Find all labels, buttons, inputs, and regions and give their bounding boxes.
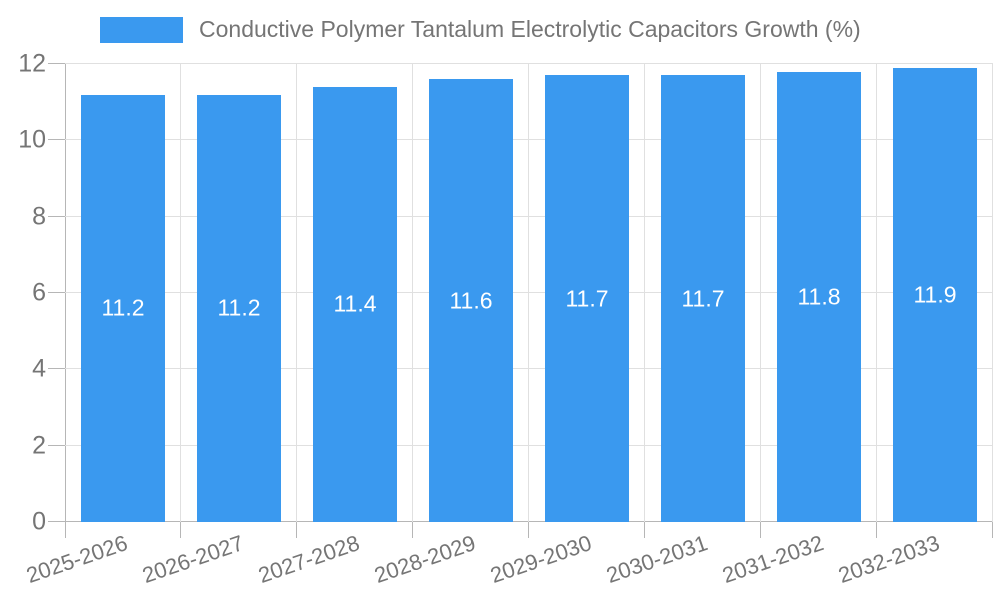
legend-swatch-icon bbox=[100, 17, 183, 43]
x-axis-baseline bbox=[65, 521, 993, 522]
x-axis-label: 2030-2031 bbox=[602, 530, 711, 589]
bar-value-label: 11.7 bbox=[565, 285, 609, 312]
x-tick-mark bbox=[180, 522, 181, 538]
y-tick-label: 12 bbox=[18, 49, 46, 78]
plot-area: 11.2 2025-2026 11.2 2026-2027 11.4 2027-2028 1… bbox=[23, 63, 993, 588]
x-axis-label: 2026-2027 bbox=[138, 530, 247, 589]
h-gridline bbox=[65, 444, 993, 446]
bar-2028-2029: 11.6 bbox=[429, 79, 513, 522]
legend: Conductive Polymer Tantalum Electrolytic… bbox=[100, 17, 861, 43]
y-tick-mark bbox=[48, 368, 65, 370]
x-axis-label: 2025-2026 bbox=[22, 530, 131, 589]
bar-value-label: 11.2 bbox=[217, 294, 261, 321]
bar-2030-2031: 11.7 bbox=[661, 75, 745, 522]
y-tick-mark bbox=[48, 292, 65, 293]
bar-2025-2026: 11.2 bbox=[81, 94, 165, 522]
v-gridline bbox=[644, 64, 645, 522]
y-tick-mark bbox=[48, 139, 65, 141]
h-gridline bbox=[65, 63, 993, 64]
v-gridline bbox=[876, 64, 877, 522]
h-gridline bbox=[65, 368, 993, 370]
v-gridline bbox=[760, 64, 761, 522]
y-tick-label: 10 bbox=[18, 125, 46, 154]
x-tick-mark bbox=[412, 522, 413, 538]
y-tick-mark bbox=[48, 521, 65, 522]
bar-value-label: 11.8 bbox=[797, 283, 841, 310]
y-tick-label: 0 bbox=[32, 507, 46, 536]
bar-2032-2033: 11.9 bbox=[893, 67, 977, 522]
h-gridline bbox=[65, 292, 993, 293]
y-tick-label: 2 bbox=[32, 431, 46, 460]
y-tick-mark bbox=[48, 215, 65, 217]
h-gridline bbox=[65, 139, 993, 141]
bar-value-label: 11.9 bbox=[913, 281, 957, 308]
x-axis-label: 2032-2033 bbox=[834, 530, 943, 589]
bar-2027-2028: 11.4 bbox=[313, 86, 397, 522]
bar-value-label: 11.7 bbox=[681, 285, 725, 312]
y-tick-label: 4 bbox=[32, 354, 46, 383]
y-axis-line bbox=[65, 64, 66, 538]
v-gridline bbox=[528, 64, 529, 522]
x-axis-label: 2028-2029 bbox=[370, 530, 479, 589]
v-gridline bbox=[992, 64, 993, 522]
bar-2029-2030: 11.7 bbox=[545, 75, 629, 522]
legend-label: Conductive Polymer Tantalum Electrolytic… bbox=[199, 16, 861, 43]
bar-value-label: 11.6 bbox=[449, 287, 493, 314]
x-axis-label: 2029-2030 bbox=[486, 530, 595, 589]
y-tick-mark bbox=[48, 63, 65, 64]
y-tick-label: 6 bbox=[32, 278, 46, 307]
x-tick-mark bbox=[296, 522, 297, 538]
bar-2031-2032: 11.8 bbox=[777, 71, 861, 522]
x-axis-label: 2027-2028 bbox=[254, 530, 363, 589]
v-gridline bbox=[412, 64, 413, 522]
x-axis-label: 2031-2032 bbox=[718, 530, 827, 589]
x-tick-mark bbox=[876, 522, 877, 538]
x-tick-mark bbox=[760, 522, 761, 538]
y-tick-mark bbox=[48, 444, 65, 446]
h-gridline bbox=[65, 215, 993, 217]
v-gridline bbox=[296, 64, 297, 522]
y-tick-label: 8 bbox=[32, 202, 46, 231]
bar-2026-2027: 11.2 bbox=[197, 94, 281, 522]
x-tick-mark bbox=[992, 522, 993, 538]
x-tick-mark bbox=[528, 522, 529, 538]
v-gridline bbox=[180, 64, 181, 522]
bar-value-label: 11.2 bbox=[101, 294, 145, 321]
bar-value-label: 11.4 bbox=[333, 290, 377, 317]
x-tick-mark bbox=[644, 522, 645, 538]
y-axis: 0 2 4 6 8 10 12 bbox=[0, 51, 65, 534]
